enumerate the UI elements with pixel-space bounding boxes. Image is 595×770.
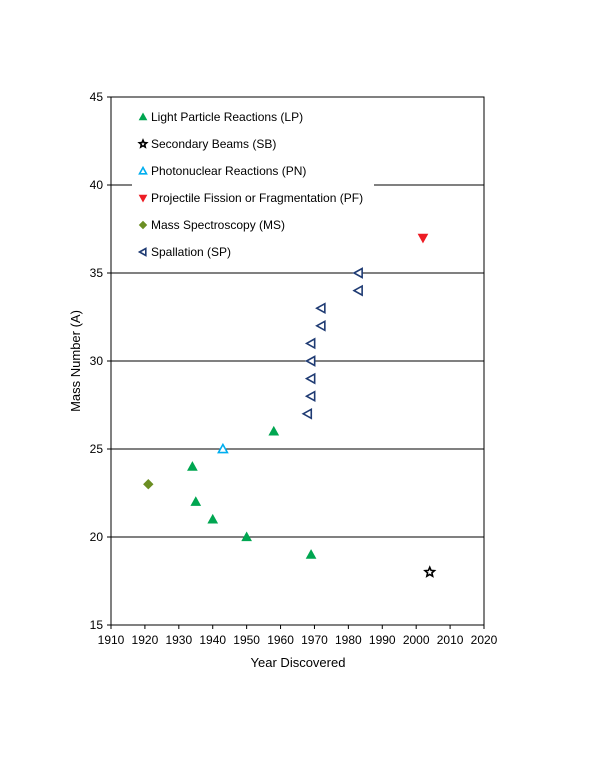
data-point <box>304 355 316 367</box>
axes: 15 20 25 30 35 40 45 1910 1920 1930 1940 1950 1960 19… <box>90 90 498 647</box>
data-point <box>241 531 252 542</box>
data-point <box>352 267 363 279</box>
data-point <box>304 372 316 385</box>
y-tick-label: 30 <box>90 354 104 368</box>
legend-label: Secondary Beams (SB) <box>151 137 276 151</box>
y-tick-label: 35 <box>90 266 104 280</box>
x-tick-label: 1910 <box>98 633 125 647</box>
legend-marker <box>137 247 147 257</box>
data-point <box>304 337 316 350</box>
x-tick-label: 1930 <box>165 633 192 647</box>
x-tick-label: 2010 <box>437 633 464 647</box>
data-point <box>217 442 229 454</box>
x-tick-label: 1950 <box>233 633 260 647</box>
y-tick-label: 45 <box>90 90 104 104</box>
x-tick-label: 1990 <box>369 633 396 647</box>
x-tick-label: 1960 <box>267 633 294 647</box>
x-tick-label: 2020 <box>471 633 498 647</box>
data-point <box>352 284 363 297</box>
y-tick-label: 20 <box>90 530 104 544</box>
legend-label: Light Particle Reactions (LP) <box>151 110 303 124</box>
x-tick-label: 1970 <box>301 633 328 647</box>
legend: Light Particle Reactions (LP) Secondary B… <box>132 104 374 264</box>
data-point <box>315 319 326 332</box>
data-point <box>301 407 313 420</box>
y-axis-label: Mass Number (A) <box>68 310 83 412</box>
legend-marker <box>138 194 148 203</box>
x-tick-label: 2000 <box>403 633 430 647</box>
legend-marker <box>138 165 148 175</box>
data-point <box>417 233 429 244</box>
legend-label: Projectile Fission or Fragmentation (PF) <box>151 191 363 205</box>
data-point <box>305 549 317 559</box>
data-point <box>190 496 202 506</box>
legend-label: Photonuclear Reactions (PN) <box>151 164 306 178</box>
y-tick-label: 15 <box>90 618 104 632</box>
legend-label: Mass Spectroscopy (MS) <box>151 218 285 232</box>
data-points <box>143 233 437 578</box>
data-point <box>143 478 154 490</box>
x-tick-label: 1920 <box>132 633 159 647</box>
y-tick-label: 25 <box>90 442 104 456</box>
legend-label: Spallation (SP) <box>151 245 231 259</box>
x-tick-label: 1980 <box>335 633 362 647</box>
data-point <box>315 302 326 315</box>
data-point <box>304 390 316 403</box>
legend-background <box>132 104 374 264</box>
x-axis-label: Year Discovered <box>251 655 346 670</box>
data-point <box>187 461 198 471</box>
legend-marker <box>137 138 149 149</box>
data-point <box>423 565 437 578</box>
legend-marker <box>138 220 148 230</box>
legend-marker <box>138 112 148 121</box>
data-point <box>268 425 280 436</box>
y-tick-label: 40 <box>90 178 104 192</box>
x-tick-label: 1940 <box>199 633 226 647</box>
data-point <box>207 513 219 524</box>
